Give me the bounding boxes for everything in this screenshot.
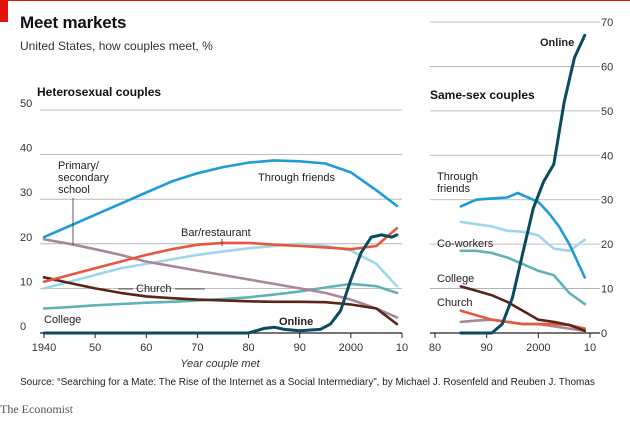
right-x-tick-label: 80 [429, 342, 441, 354]
right-y-tick-label: 10 [601, 284, 613, 296]
series-line-primary_school [42, 238, 399, 319]
right-y-tick-label: 20 [601, 239, 613, 251]
right-x-tick-label: 2000 [526, 342, 550, 354]
label-bar-restaurant: Bar/restaurant [181, 227, 251, 239]
left-chart-title: Heterosexual couples [37, 85, 161, 99]
left-y-tick-label: 50 [20, 98, 32, 110]
right-y-tick-label: 40 [601, 150, 613, 162]
right-chart-title: Same-sex couples [430, 88, 535, 102]
left-x-tick-label: 50 [89, 342, 101, 354]
label-through-friends-same-sex: Through friends [437, 171, 478, 195]
left-x-tick-label: 10 [396, 342, 408, 354]
header-rule [0, 0, 630, 1]
same-sex-chart: Same-sex couples 0 10 20 30 40 50 60 70 80 90 2000 1… [429, 17, 613, 354]
series-line-online [459, 33, 587, 335]
series-line-coworkers [459, 220, 587, 253]
left-y-tick-label: 40 [20, 143, 32, 155]
left-x-tick-label: 80 [242, 342, 254, 354]
right-y-tick-label: 60 [601, 61, 613, 73]
label-online-same-sex: Online [540, 37, 574, 49]
label-college: College [44, 314, 81, 326]
left-x-tick-label: 90 [294, 342, 306, 354]
series-line-online [42, 233, 399, 335]
left-x-tick-label: 60 [140, 342, 152, 354]
label-online: Online [279, 316, 313, 328]
right-y-tick-label: 50 [601, 106, 613, 118]
label-coworkers-same-sex: Co-workers [437, 238, 494, 250]
label-college-same-sex: College [437, 273, 474, 285]
left-y-tick-label: 30 [20, 187, 32, 199]
left-x-tick-label: 1940 [32, 342, 56, 354]
left-y-tick-label: 20 [20, 232, 32, 244]
series-line-church [459, 285, 587, 333]
chart-subtitle: United States, how couples meet, % [20, 39, 213, 53]
right-x-tick-label: 10 [584, 342, 596, 354]
right-y-tick-label: 70 [601, 17, 613, 29]
left-x-tick-label: 2000 [339, 342, 363, 354]
series-line-through_friends [459, 191, 587, 279]
label-church-same-sex: Church [437, 297, 472, 309]
source-note: Source: “Searching for a Mate: The Rise … [20, 377, 595, 388]
right-y-tick-label: 30 [601, 195, 613, 207]
left-y-tick-label: 10 [20, 276, 32, 288]
left-x-tick-label: 70 [191, 342, 203, 354]
right-y-tick-label: 0 [601, 328, 607, 340]
chart-title: Meet markets [20, 13, 127, 32]
series-line-bar_restaurant [42, 226, 399, 284]
left-x-axis-label: Year couple met [180, 358, 260, 370]
brand-tab [0, 0, 8, 22]
heterosexual-chart: Heterosexual couples 0 10 20 30 40 50 1940 50 60 7… [20, 85, 408, 370]
publisher-credit: The Economist [0, 402, 73, 416]
label-church: Church [136, 283, 171, 295]
series-line-through_friends [42, 159, 399, 239]
right-x-tick-label: 90 [481, 342, 493, 354]
series-line-college [459, 249, 587, 306]
label-primary-secondary-school: Primary/secondary school [58, 160, 109, 196]
label-through-friends: Through friends [258, 172, 336, 184]
left-y-tick-label: 0 [20, 321, 26, 333]
